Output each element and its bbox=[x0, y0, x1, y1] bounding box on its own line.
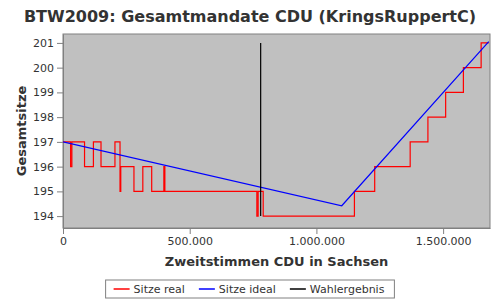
y-tick: 197 bbox=[33, 136, 63, 149]
y-tick-label: 194 bbox=[33, 210, 54, 223]
y-tick-mark bbox=[57, 191, 63, 192]
legend-item: Wahlergebnis bbox=[290, 283, 385, 296]
x-tick-mark bbox=[190, 228, 191, 234]
y-tick: 198 bbox=[33, 111, 63, 124]
y-tick: 201 bbox=[33, 37, 63, 50]
y-tick-mark bbox=[57, 68, 63, 69]
title: BTW2009: Gesamtmandate CDU (KringsRupper… bbox=[24, 7, 476, 26]
y-tick-label: 201 bbox=[33, 37, 54, 50]
x-tick-label: 500.000 bbox=[167, 235, 213, 248]
legend-swatch bbox=[290, 288, 306, 290]
x-tick-mark bbox=[63, 228, 64, 234]
y-tick-label: 197 bbox=[33, 136, 54, 149]
x-tick-mark bbox=[443, 228, 444, 234]
y-tick-mark bbox=[57, 117, 63, 118]
legend-swatch bbox=[114, 288, 130, 290]
legend-label: Sitze ideal bbox=[219, 283, 276, 296]
legend-item: Sitze ideal bbox=[199, 283, 276, 296]
legend-swatch bbox=[199, 288, 215, 290]
y-tick: 200 bbox=[33, 62, 63, 75]
y-tick-label: 199 bbox=[33, 86, 54, 99]
x-tick: 1.000.000 bbox=[289, 228, 345, 248]
y-tick-mark bbox=[57, 43, 63, 44]
y-tick: 194 bbox=[33, 210, 63, 223]
series-line bbox=[63, 42, 489, 206]
x-axis-title: Zweitstimmen CDU in Sachsen bbox=[165, 254, 389, 269]
x-tick-mark bbox=[316, 228, 317, 234]
legend-box bbox=[106, 280, 395, 298]
x-tick: 1.500.000 bbox=[416, 228, 472, 248]
series-line bbox=[260, 43, 261, 216]
x-tick-label: 0 bbox=[60, 235, 67, 248]
y-axis-line bbox=[63, 35, 64, 229]
y-tick-mark bbox=[57, 167, 63, 168]
y-tick-mark bbox=[57, 216, 63, 217]
x-tick-label: 1.000.000 bbox=[289, 235, 345, 248]
legend-label: Sitze real bbox=[134, 283, 185, 296]
x-tick: 0 bbox=[60, 228, 67, 248]
y-tick-label: 195 bbox=[33, 185, 54, 198]
chart: BTW2009: Gesamtmandate CDU (KringsRupper… bbox=[0, 0, 500, 300]
x-axis-line bbox=[64, 228, 491, 229]
y-axis-title: Gesamtsitze bbox=[14, 86, 29, 177]
plot-area bbox=[63, 34, 490, 228]
y-tick: 195 bbox=[33, 185, 63, 198]
legend-item: Sitze real bbox=[114, 283, 185, 296]
legend-label: Wahlergebnis bbox=[310, 283, 385, 296]
x-axis: 0 500.000 1.000.000 1.500.000 bbox=[60, 228, 491, 248]
y-axis: 194 195 196 197 198 199 200 201 bbox=[33, 35, 64, 229]
y-tick-mark bbox=[57, 92, 63, 93]
series-group bbox=[63, 42, 489, 216]
x-tick-label: 1.500.000 bbox=[416, 235, 472, 248]
y-tick-label: 198 bbox=[33, 111, 54, 124]
x-tick: 500.000 bbox=[167, 228, 213, 248]
y-tick: 199 bbox=[33, 86, 63, 99]
y-tick-label: 196 bbox=[33, 161, 54, 174]
y-tick-label: 200 bbox=[33, 62, 54, 75]
y-tick-mark bbox=[57, 142, 63, 143]
y-tick: 196 bbox=[33, 161, 63, 174]
legend: Sitze real Sitze ideal Wahlergebnis bbox=[106, 280, 395, 298]
